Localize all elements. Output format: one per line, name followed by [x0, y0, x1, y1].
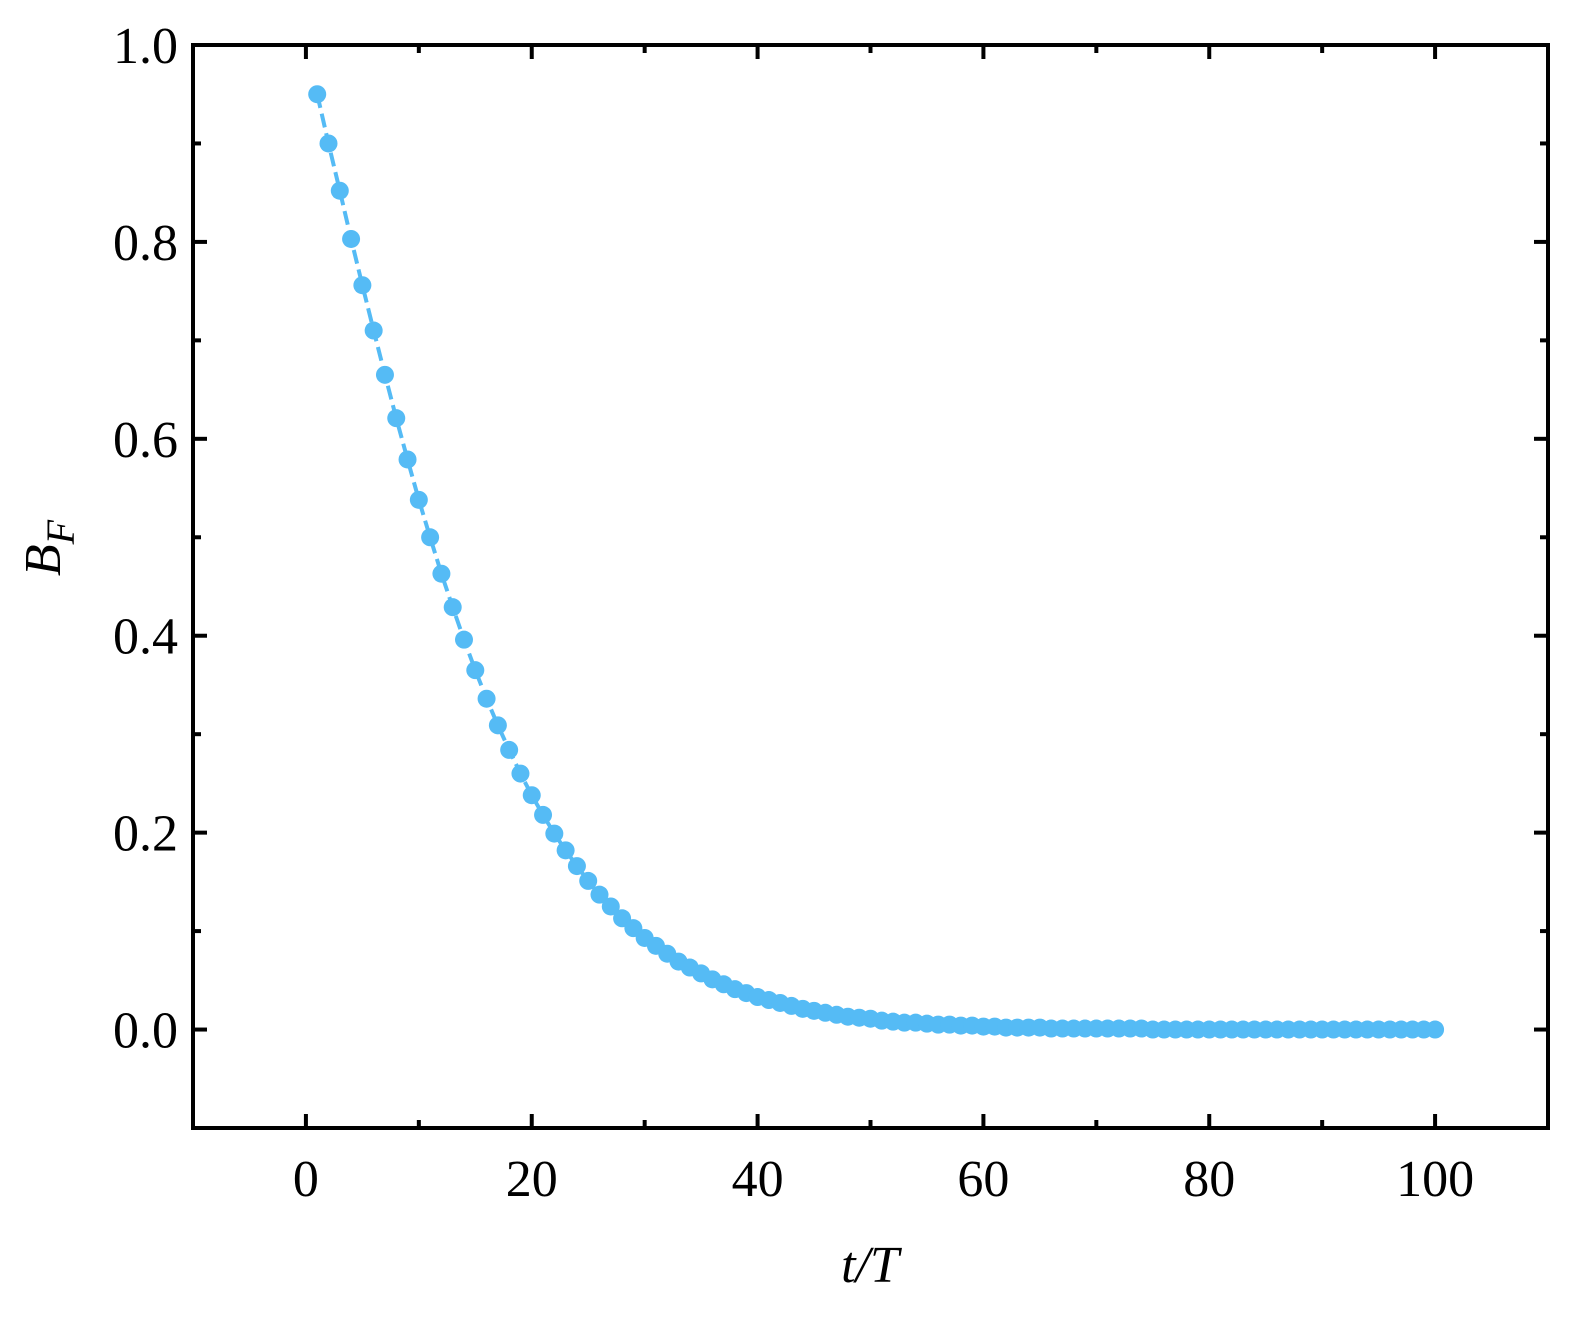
data-point — [443, 598, 462, 617]
data-point — [398, 450, 417, 469]
data-point — [567, 857, 586, 876]
x-axis-label: t/T — [841, 1237, 902, 1294]
x-tick-label: 60 — [957, 1151, 1009, 1208]
data-point — [556, 841, 575, 860]
y-axis-label: BF — [15, 519, 83, 576]
data-point — [477, 689, 496, 708]
data-point — [500, 740, 519, 759]
x-tick-label: 0 — [293, 1151, 319, 1208]
data-point — [1426, 1020, 1445, 1039]
data-point — [455, 630, 473, 649]
y-tick-label: 0.4 — [113, 609, 178, 666]
y-tick-label: 0.2 — [113, 806, 178, 863]
y-tick-label: 0.8 — [113, 215, 178, 272]
x-tick-label: 100 — [1396, 1151, 1474, 1208]
data-point — [590, 885, 609, 904]
data-point — [545, 824, 564, 843]
data-point — [330, 181, 349, 200]
data-line — [315, 93, 1436, 1032]
y-axis-label-sub: F — [38, 519, 83, 545]
data-point — [466, 661, 485, 680]
x-tick-label: 20 — [506, 1151, 558, 1208]
plot-frame — [191, 43, 1550, 1130]
data-point — [421, 528, 440, 547]
data-point — [387, 409, 406, 428]
y-axis-label-main: B — [15, 544, 72, 576]
y-tick-label: 1.0 — [113, 18, 178, 75]
data-point — [579, 871, 598, 890]
x-tick-label: 80 — [1183, 1151, 1235, 1208]
data-point — [432, 564, 451, 583]
data-point — [319, 134, 338, 153]
data-point — [522, 786, 541, 805]
y-tick-label: 0.6 — [113, 412, 178, 469]
data-point — [511, 764, 530, 783]
data-point — [364, 321, 383, 340]
y-tick-label: 0.0 — [113, 1003, 178, 1060]
data-point — [375, 365, 394, 384]
data-point — [601, 897, 620, 916]
data-point — [353, 276, 372, 295]
data-point — [488, 716, 507, 735]
data-point — [534, 805, 553, 824]
data-point — [308, 85, 327, 104]
data-point — [342, 229, 361, 248]
x-tick-label: 40 — [732, 1151, 784, 1208]
data-point — [409, 490, 428, 509]
